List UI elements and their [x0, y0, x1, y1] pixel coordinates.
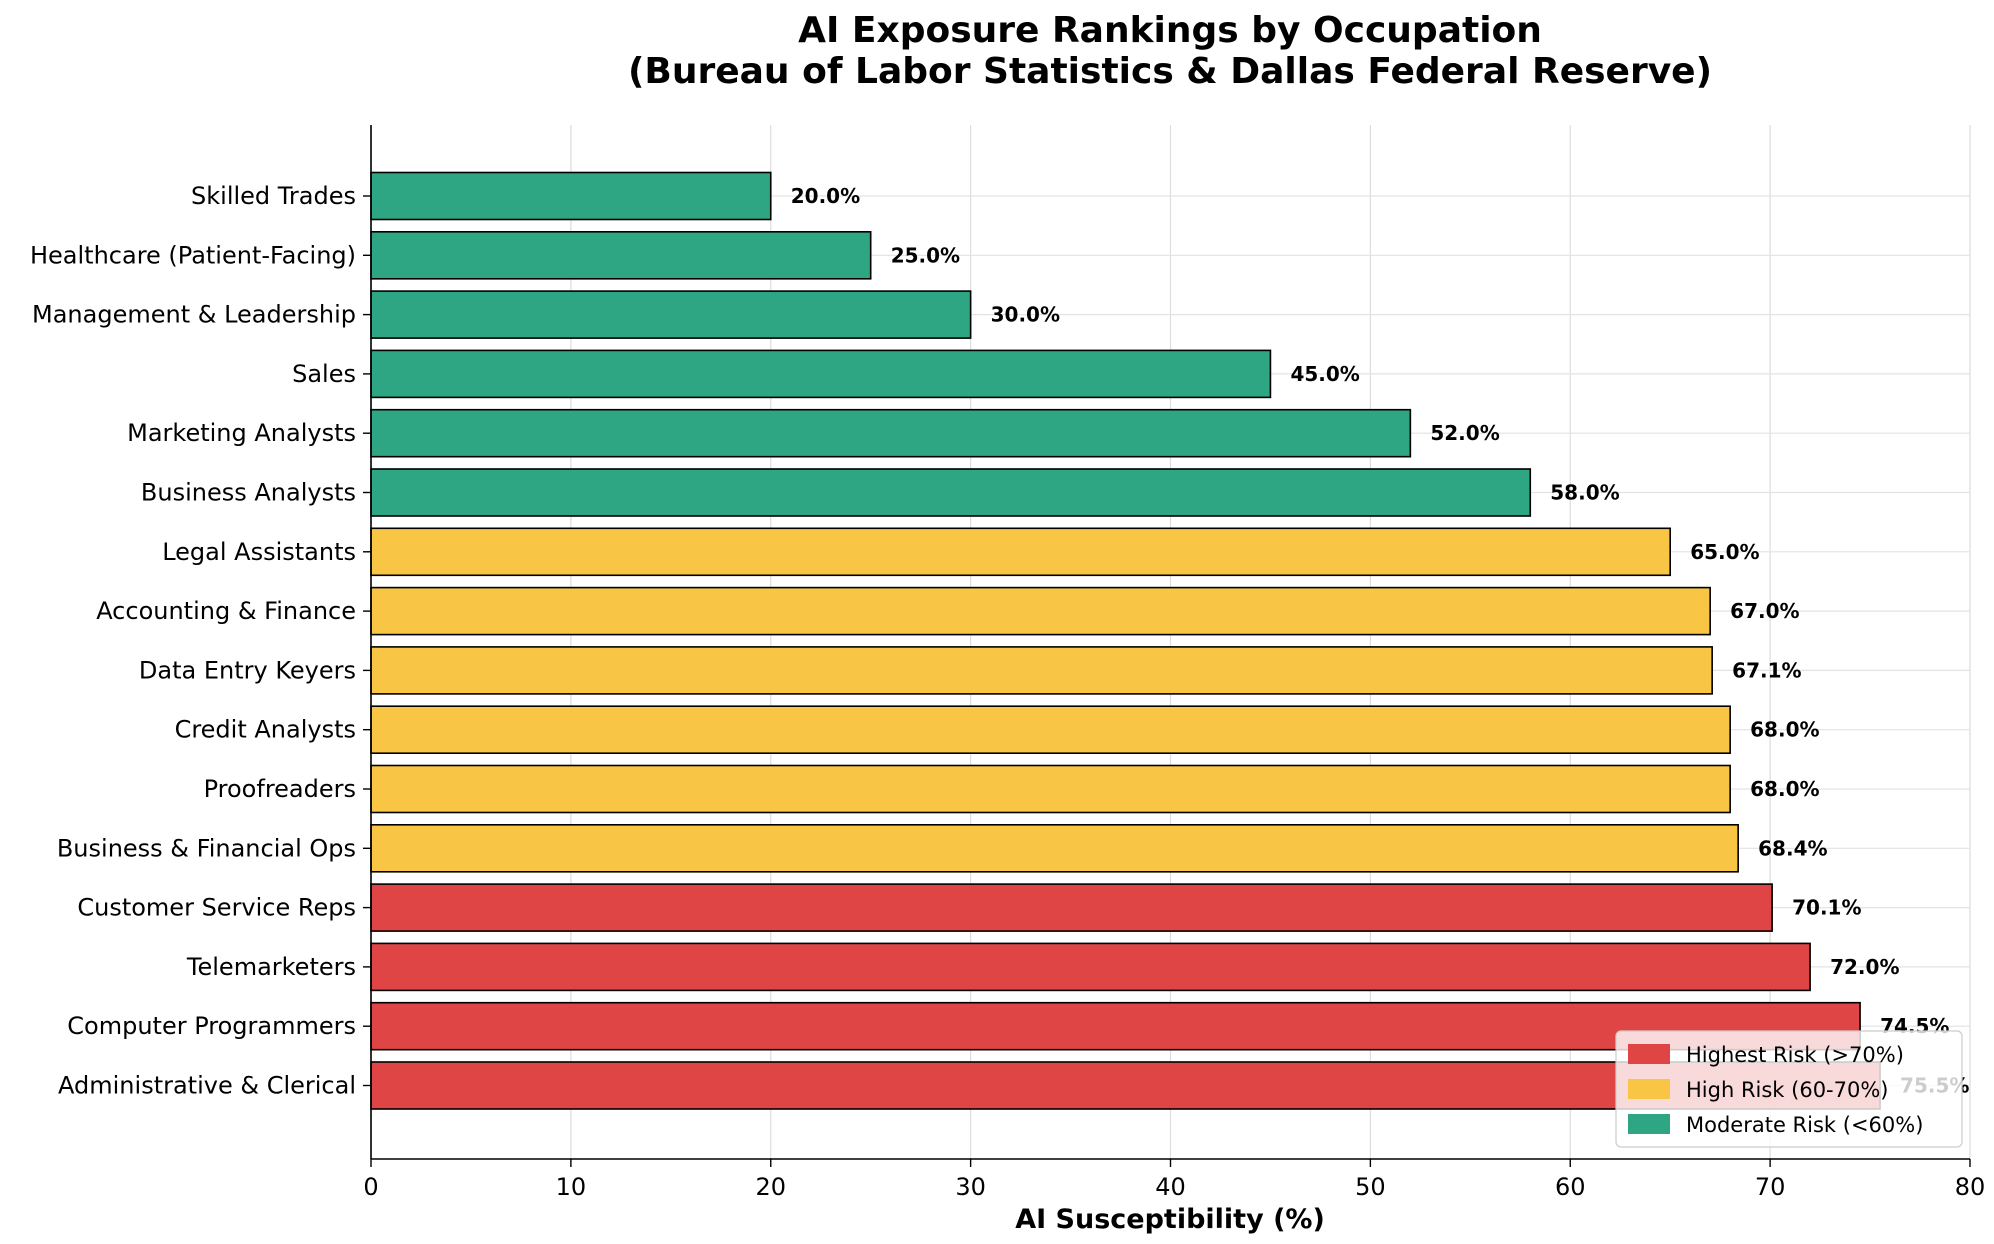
- bar-value-label: 68.0%: [1750, 777, 1819, 801]
- bar: [370, 586, 1711, 636]
- y-tick-label: Management & Leadership: [32, 301, 356, 329]
- x-tick-label: 10: [556, 1173, 587, 1201]
- bars: [370, 171, 1881, 1110]
- x-tick-label: 60: [1555, 1173, 1586, 1201]
- y-tick-label: Data Entry Keyers: [139, 656, 356, 684]
- bar: [370, 942, 1811, 992]
- chart-title: AI Exposure Rankings by Occupation (Bure…: [628, 10, 1712, 92]
- value-labels: 75.5%74.5%72.0%70.1%68.4%68.0%68.0%67.1%…: [791, 184, 1970, 1098]
- bar-value-label: 58.0%: [1550, 481, 1619, 505]
- legend-swatch: [1628, 1044, 1670, 1064]
- x-tick-label: 0: [363, 1173, 378, 1201]
- bar-value-label: 45.0%: [1290, 362, 1359, 386]
- bar-value-label: 20.0%: [791, 184, 860, 208]
- legend-swatch: [1628, 1114, 1670, 1134]
- legend-label: Highest Risk (>70%): [1686, 1043, 1904, 1067]
- bar: [370, 171, 772, 221]
- bar-value-label: 68.4%: [1758, 836, 1827, 860]
- y-tick-label: Sales: [292, 360, 356, 388]
- bar-value-label: 67.0%: [1730, 599, 1799, 623]
- bar: [370, 468, 1532, 517]
- x-tick-label: 20: [755, 1173, 786, 1201]
- x-tick-labels: 0 10 20 30 40 50 60 70 80: [363, 1159, 1985, 1201]
- bar-value-label: 72.0%: [1830, 955, 1899, 979]
- y-tick-label: Credit Analysts: [175, 716, 356, 744]
- y-tick-label: Healthcare (Patient-Facing): [30, 241, 356, 269]
- y-tick-label: Skilled Trades: [191, 182, 356, 210]
- bar: [370, 823, 1739, 873]
- legend-swatch: [1628, 1079, 1670, 1099]
- y-tick-label: Accounting & Finance: [96, 597, 356, 625]
- y-tick-label: Marketing Analysts: [127, 419, 356, 447]
- y-tick-label: Telemarketers: [186, 953, 356, 981]
- bar: [370, 231, 872, 280]
- y-tick-label: Customer Service Reps: [77, 894, 356, 922]
- bar: [370, 1001, 1861, 1051]
- y-tick-label: Proofreaders: [204, 775, 356, 803]
- x-tick-label: 30: [955, 1173, 986, 1201]
- bar-value-label: 52.0%: [1430, 421, 1499, 445]
- bar-value-label: 25.0%: [891, 243, 960, 267]
- x-tick-label: 40: [1155, 1173, 1186, 1201]
- legend-label: High Risk (60-70%): [1686, 1078, 1889, 1102]
- bar-value-label: 67.1%: [1732, 658, 1801, 682]
- y-tick-label: Computer Programmers: [67, 1012, 356, 1040]
- bar: [370, 883, 1773, 932]
- y-tick-labels: Administrative & Clerical Computer Progra…: [30, 182, 371, 1100]
- y-tick-label: Business Analysts: [141, 479, 356, 507]
- bar: [370, 349, 1272, 399]
- y-tick-label: Legal Assistants: [162, 538, 356, 566]
- bar-value-label: 65.0%: [1690, 540, 1759, 564]
- x-axis-label: AI Susceptibility (%): [1015, 1204, 1325, 1235]
- y-tick-label: Administrative & Clerical: [58, 1072, 356, 1100]
- bar: [370, 290, 972, 339]
- bar-value-label: 30.0%: [991, 303, 1060, 327]
- bar-value-label: 68.0%: [1750, 718, 1819, 742]
- x-tick-label: 80: [1955, 1173, 1986, 1201]
- x-tick-label: 50: [1355, 1173, 1386, 1201]
- chart-title-line-1: AI Exposure Rankings by Occupation: [798, 10, 1542, 51]
- legend-box: [1615, 1030, 1963, 1148]
- legend: Highest Risk (>70%) High Risk (60-70%) Mod…: [1615, 1030, 1963, 1148]
- chart-title-line-2: (Bureau of Labor Statistics & Dallas Fed…: [628, 51, 1712, 92]
- bar-value-label: 70.1%: [1792, 896, 1861, 920]
- legend-label: Moderate Risk (<60%): [1686, 1113, 1923, 1137]
- bar: [370, 527, 1671, 577]
- bar: [370, 705, 1731, 755]
- y-tick-label: Business & Financial Ops: [57, 834, 356, 862]
- bar: [370, 408, 1412, 458]
- bar: [370, 646, 1713, 695]
- x-tick-label: 70: [1755, 1173, 1786, 1201]
- bar: [370, 764, 1731, 814]
